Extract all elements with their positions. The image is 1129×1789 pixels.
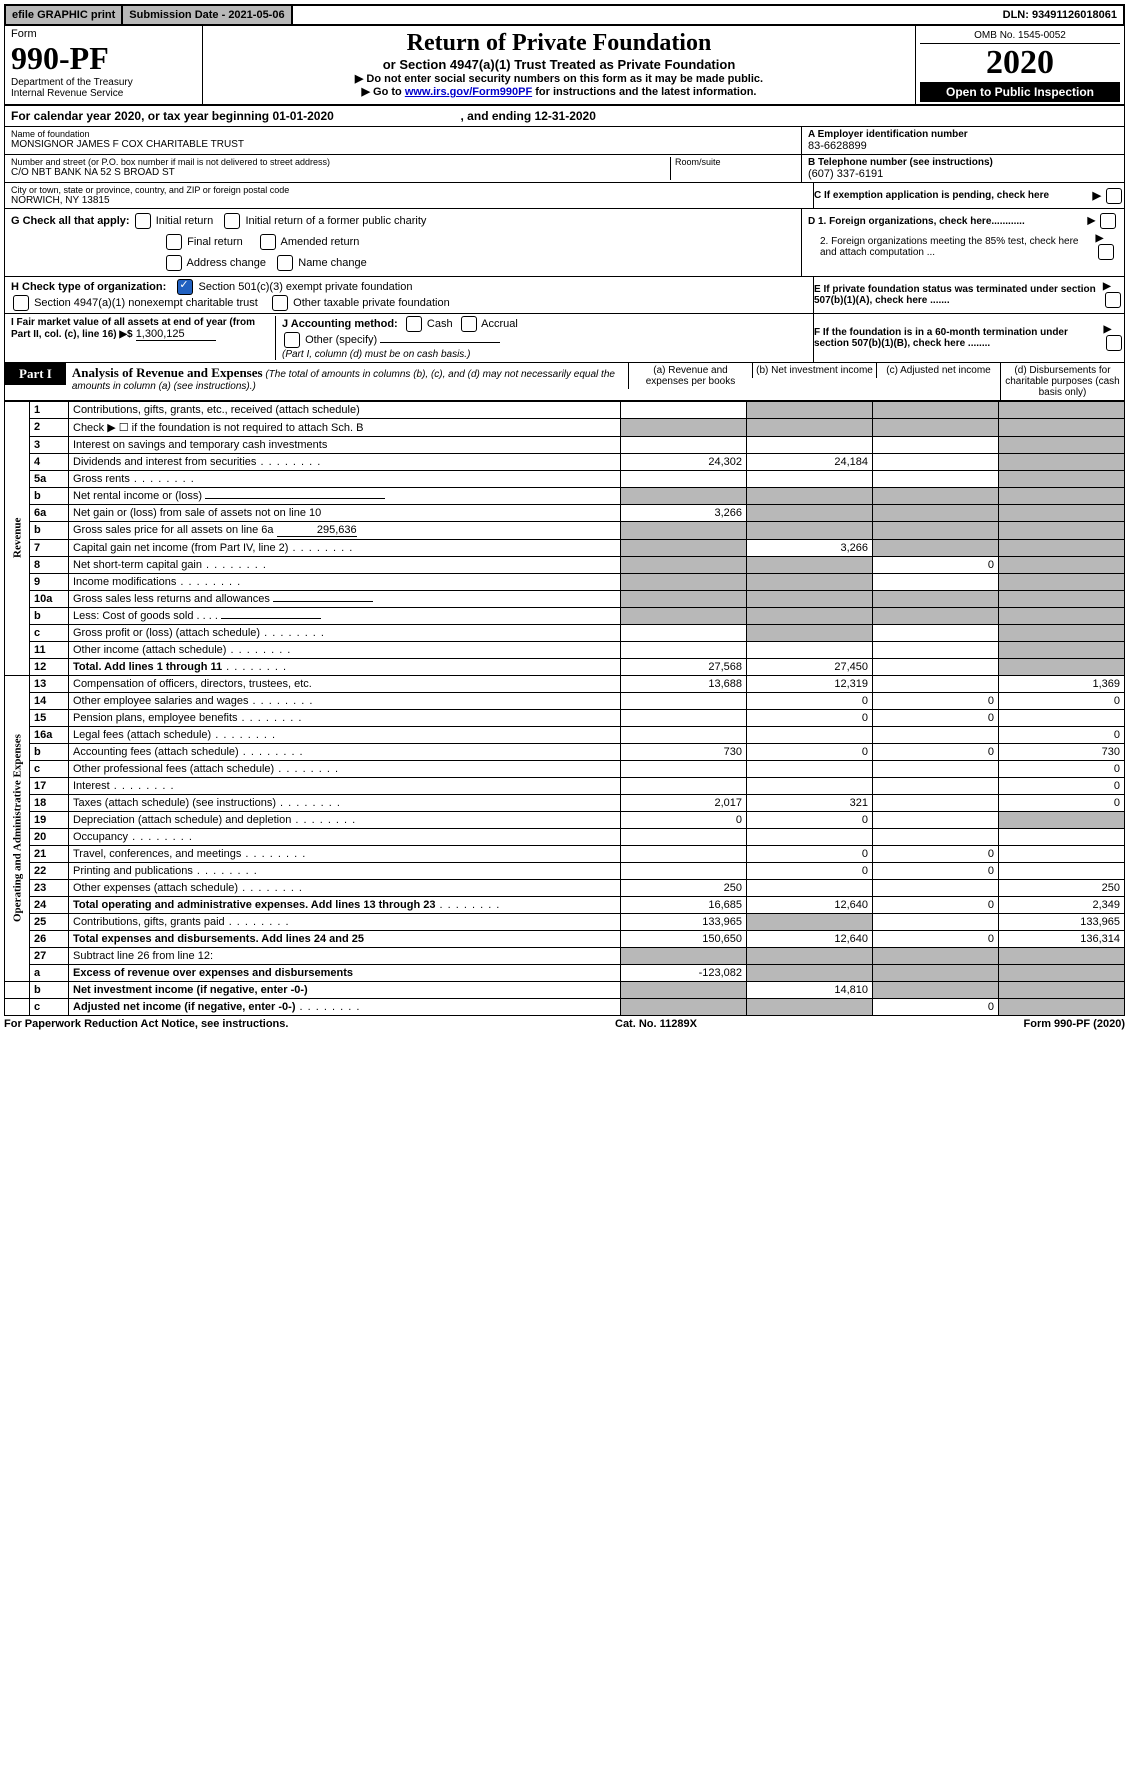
j-label: J Accounting method:	[282, 318, 398, 330]
col-a-hdr: (a) Revenue and expenses per books	[628, 363, 752, 389]
phone-value: (607) 337-6191	[808, 168, 1118, 180]
i-value: 1,300,125	[136, 328, 216, 341]
d1-checkbox[interactable]	[1100, 213, 1116, 229]
instr-2: ▶ Go to www.irs.gov/Form990PF for instru…	[207, 85, 911, 98]
form-word: Form	[11, 28, 196, 40]
open-public: Open to Public Inspection	[920, 82, 1120, 102]
form-number: 990-PF	[11, 40, 196, 77]
form-link[interactable]: www.irs.gov/Form990PF	[405, 86, 532, 98]
submission-date: Submission Date - 2021-05-06	[123, 6, 292, 24]
d2-label: 2. Foreign organizations meeting the 85%…	[808, 236, 1096, 258]
g-final-checkbox[interactable]	[166, 234, 182, 250]
g-initial-former-checkbox[interactable]	[224, 213, 240, 229]
g-initial-checkbox[interactable]	[135, 213, 151, 229]
instr-1: ▶ Do not enter social security numbers o…	[207, 72, 911, 85]
g-amended-checkbox[interactable]	[260, 234, 276, 250]
f-checkbox[interactable]	[1106, 335, 1122, 351]
h-label: H Check type of organization:	[11, 281, 166, 293]
form-subtitle: or Section 4947(a)(1) Trust Treated as P…	[207, 57, 911, 72]
footer-left: For Paperwork Reduction Act Notice, see …	[4, 1018, 288, 1030]
e-label: E If private foundation status was termi…	[814, 284, 1103, 306]
j-cash-checkbox[interactable]	[406, 316, 422, 332]
foundation-name: MONSIGNOR JAMES F COX CHARITABLE TRUST	[11, 139, 795, 150]
city-value: NORWICH, NY 13815	[11, 195, 807, 206]
h-501c3-checkbox[interactable]	[177, 279, 193, 295]
city-label: City or town, state or province, country…	[11, 185, 807, 195]
top-bar: efile GRAPHIC print Submission Date - 20…	[4, 4, 1125, 26]
dept: Department of the Treasury	[11, 77, 196, 88]
h-other-checkbox[interactable]	[272, 295, 288, 311]
part1-title: Analysis of Revenue and Expenses	[72, 365, 263, 380]
j-accrual-checkbox[interactable]	[461, 316, 477, 332]
j-other-checkbox[interactable]	[284, 332, 300, 348]
d2-checkbox[interactable]	[1098, 244, 1114, 260]
col-c-hdr: (c) Adjusted net income	[876, 363, 1000, 378]
col-d-hdr: (d) Disbursements for charitable purpose…	[1000, 363, 1124, 400]
addr-label: Number and street (or P.O. box number if…	[11, 157, 670, 167]
form-header: Form 990-PF Department of the Treasury I…	[4, 26, 1125, 104]
i-label: I Fair market value of all assets at end…	[11, 317, 255, 340]
revenue-vlabel: Revenue	[5, 401, 30, 675]
dln: DLN: 93491126018061	[997, 6, 1123, 24]
phone-label: B Telephone number (see instructions)	[808, 157, 1118, 168]
calendar-year-row: For calendar year 2020, or tax year begi…	[4, 104, 1125, 127]
expenses-vlabel: Operating and Administrative Expenses	[5, 675, 30, 981]
irs: Internal Revenue Service	[11, 88, 196, 99]
page-footer: For Paperwork Reduction Act Notice, see …	[4, 1016, 1125, 1032]
e-checkbox[interactable]	[1105, 292, 1121, 308]
name-label: Name of foundation	[11, 129, 795, 139]
c-checkbox[interactable]	[1106, 188, 1122, 204]
h-4947-checkbox[interactable]	[13, 295, 29, 311]
ein-label: A Employer identification number	[808, 129, 1118, 140]
part1-table: Revenue 1Contributions, gifts, grants, e…	[4, 401, 1125, 1016]
footer-mid: Cat. No. 11289X	[615, 1018, 697, 1030]
ein-value: 83-6628899	[808, 140, 1118, 152]
part1-label: Part I	[5, 363, 66, 385]
g-label: G Check all that apply:	[11, 215, 130, 227]
footer-right: Form 990-PF (2020)	[1024, 1018, 1125, 1030]
tax-year: 2020	[920, 44, 1120, 82]
efile-button[interactable]: efile GRAPHIC print	[6, 6, 123, 24]
g-address-checkbox[interactable]	[166, 255, 182, 271]
form-title: Return of Private Foundation	[207, 30, 911, 57]
col-b-hdr: (b) Net investment income	[752, 363, 876, 378]
j-note: (Part I, column (d) must be on cash basi…	[282, 349, 470, 360]
room-label: Room/suite	[675, 157, 795, 167]
d1-label: D 1. Foreign organizations, check here..…	[808, 216, 1025, 227]
addr-value: C/O NBT BANK NA 52 S BROAD ST	[11, 167, 670, 178]
c-label: C If exemption application is pending, c…	[814, 190, 1049, 201]
omb: OMB No. 1545-0052	[920, 28, 1120, 44]
f-label: F If the foundation is in a 60-month ter…	[814, 327, 1104, 349]
g-name-checkbox[interactable]	[277, 255, 293, 271]
